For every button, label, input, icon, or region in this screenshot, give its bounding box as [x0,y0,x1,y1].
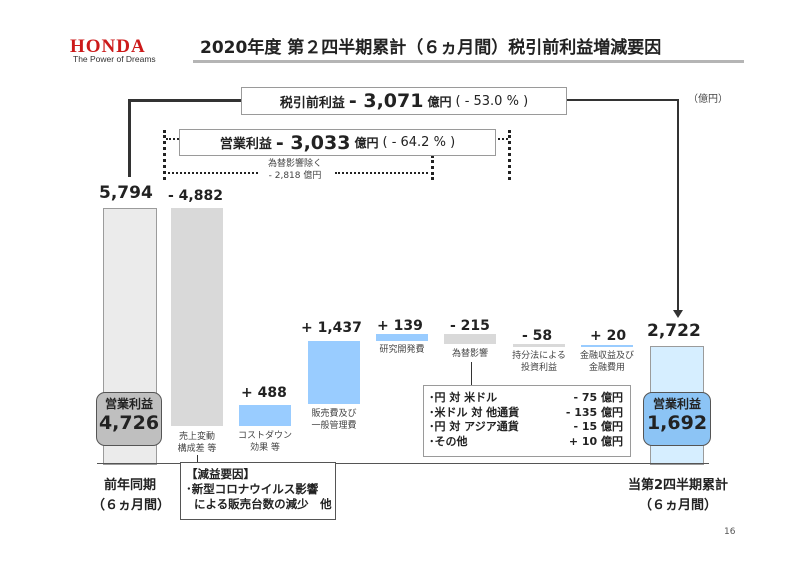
fx-breakdown-connector [471,362,472,385]
unit-label: （億円） [688,94,728,105]
bar-current-value: 2,722 [647,321,701,341]
badge-prev-label: 営業利益 [104,397,153,411]
pretax-pct: ( - 53.0 % ) [455,93,529,109]
operating-value: - 3,033 [275,131,351,154]
pretax-bracket-left-vertical [128,99,131,177]
badge-prev-operating: 営業利益 4,726 [96,392,162,446]
operating-unit: 億円 [354,136,379,150]
bar-sales [171,208,223,426]
fx-arrow-left-line [168,172,258,174]
bar-rd-label-1: 研究開発費 [379,345,425,355]
prev-period-line-2: （６ヵ月間） [92,498,171,513]
bar-fx-value: - 215 [450,318,490,334]
bar-cost [239,405,291,426]
page-title: 2020年度 第２四半期累計（６ヵ月間）税引前利益増減要因 [200,38,662,58]
fx-excluded-value: - 2,818 億円 [268,171,322,181]
fx-bracket-right [431,155,434,180]
pretax-bracket-right-vertical [677,99,679,312]
bar-sales-label-2: 構成差 等 [177,444,217,454]
bar-finance [581,345,633,347]
current-period-line-1: 当第2四半期累計 [627,478,729,493]
title-underline [193,60,744,63]
pretax-value: - 3,071 [348,90,424,112]
fx-row: ･円 対 アジア通貨 - 15 億円 [424,420,630,435]
fx-row-value: - 75 億円 [573,391,623,404]
fx-excluded-label: 為替影響除く [267,159,322,169]
prev-period-line-1: 前年同期 [103,478,156,493]
bar-equity [513,344,565,347]
bar-finance-label: 金融収益及び 金融費用 [575,350,639,374]
baseline-axis [97,463,709,464]
fx-row-value: - 15 億円 [573,420,623,433]
badge-current-value: 1,692 [646,412,708,434]
bar-cost-label-2: 効果 等 [250,443,280,453]
pretax-label: 税引前利益 [279,95,345,111]
pretax-unit: 億円 [427,94,452,109]
op-bracket-left-h [166,138,179,140]
bar-finance-label-1: 金融収益及び [579,351,634,361]
current-period-label: 当第2四半期累計 （６ヵ月間） [608,476,748,516]
reason-line-2: による販売台数の減少 他 [194,497,332,511]
arrow-down-icon [673,310,683,318]
fx-row: ･米ドル 対 他通貨 - 135 億円 [424,406,630,421]
fx-arrow-right-line [335,172,428,174]
fx-row-label: ･円 対 米ドル [429,391,498,404]
bar-equity-label: 持分法による 投資利益 [507,350,571,374]
fx-row-value: - 135 億円 [565,405,623,419]
bar-fx [444,334,496,344]
bar-sga-label-1: 販売費及び [311,409,357,419]
bar-cost-label-1: コストダウン [238,431,293,441]
bar-sga-label-2: 一般管理費 [311,421,357,431]
reason-line-1: ･新型コロナウイルス影響 [186,482,319,496]
operating-change-box: 営業利益 - 3,033 億円 ( - 64.2 % ) [179,129,496,156]
fx-excluded-note: 為替影響除く - 2,818 億円 [245,158,345,182]
fx-breakdown-box: ･円 対 米ドル - 75 億円 ･米ドル 対 他通貨 - 135 億円 ･円 対 … [423,385,631,457]
bar-sales-label-1: 売上変動 [178,432,215,442]
fx-row-label: ･円 対 アジア通貨 [429,420,519,433]
fx-row-label: ･その他 [429,434,468,448]
fx-row-label: ･米ドル 対 他通貨 [429,405,520,419]
op-bracket-right [508,130,511,180]
decrease-reason-box: 【減益要因】 ･新型コロナウイルス影響 による販売台数の減少 他 [180,462,336,520]
badge-current-label: 営業利益 [652,397,701,411]
bar-equity-label-2: 投資利益 [520,363,557,373]
reason-connector [197,455,198,463]
reason-title: 【減益要因】 [186,467,255,481]
badge-prev-value: 4,726 [98,412,160,434]
badge-current-operating: 営業利益 1,692 [643,392,711,446]
op-bracket-right-h [494,138,508,140]
bar-rd-value: + 139 [377,318,423,334]
pretax-bracket-right-horizontal [565,99,679,101]
current-period-line-2: （６ヵ月間） [638,498,717,513]
bar-sales-label: 売上変動 構成差 等 [170,431,224,455]
bar-sga [308,341,360,404]
operating-label: 営業利益 [219,137,272,152]
bar-cost-value: + 488 [241,385,287,401]
page-number: 16 [724,527,736,537]
fx-row: ･円 対 米ドル - 75 億円 [424,386,630,406]
pretax-bracket-left-horizontal [128,99,242,102]
bar-finance-label-2: 金融費用 [588,363,625,373]
pretax-change-box: 税引前利益 - 3,071 億円 ( - 53.0 % ) [241,87,567,115]
logo-tagline: The Power of Dreams [73,54,156,64]
fx-row: ･その他 + 10 億円 [424,435,630,450]
bar-rd [376,334,428,341]
bar-prev-value: 5,794 [99,183,153,203]
bar-sales-value: - 4,882 [168,188,223,204]
bar-finance-value: + 20 [590,328,627,344]
bar-rd-label: 研究開発費 [372,344,432,356]
bar-equity-label-1: 持分法による [512,351,566,361]
bar-fx-label-1: 為替影響 [451,349,488,359]
bar-sga-value: + 1,437 [301,320,362,336]
fx-row-value: + 10 億円 [568,434,623,448]
operating-pct: ( - 64.2 % ) [382,135,456,150]
bar-fx-label: 為替影響 [442,348,498,360]
prev-period-label: 前年同期 （６ヵ月間） [92,476,171,516]
bar-sga-label: 販売費及び 一般管理費 [306,408,362,432]
bar-cost-label: コストダウン 効果 等 [238,430,292,454]
op-bracket-left [163,130,166,180]
honda-logo: HONDA [70,36,146,57]
bar-equity-value: - 58 [522,328,553,344]
